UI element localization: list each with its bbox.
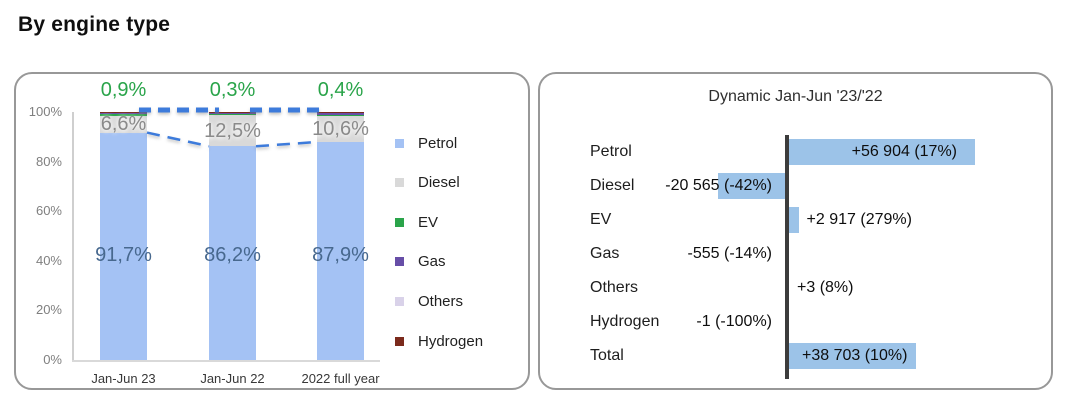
dynamic-row-label: Gas: [590, 245, 620, 262]
y-axis-tick: 80%: [35, 153, 62, 169]
x-axis-label: 2022 full year: [301, 371, 380, 386]
ev-value-label: 0,4%: [317, 79, 364, 101]
dynamic-value-label: -20 565 (-42%): [665, 177, 772, 194]
legend-label: EV: [418, 213, 439, 231]
legend-item: Petrol: [395, 133, 457, 153]
dynamic-row-label: Petrol: [590, 143, 632, 160]
bar-segment-ev: [100, 113, 147, 117]
bar-segment-gas: [100, 112, 147, 114]
legend-label: Petrol: [418, 134, 458, 152]
dynamic-row-label: Total: [590, 347, 624, 364]
legend-item: Hydrogen: [395, 331, 483, 351]
bar-segment-ev: [317, 114, 364, 116]
legend-label: Diesel: [418, 174, 460, 192]
bar-segment-diesel: [317, 115, 364, 142]
ev-value-label: 0,9%: [100, 79, 147, 101]
dynamic-panel: Dynamic Jan-Jun '23/'22 Petrol +56 904 (1…: [538, 72, 1053, 390]
y-axis-tick: 20%: [35, 302, 62, 318]
page-title: By engine type: [18, 13, 171, 36]
trend-dash-lines: [139, 107, 325, 148]
bar-segment-gas: [209, 112, 256, 115]
legend-label: Hydrogen: [418, 332, 484, 350]
dynamic-axis-line: [785, 135, 789, 379]
dynamic-value-label: +38 703 (10%): [802, 347, 908, 364]
ev-value-label: 0,3%: [209, 79, 256, 101]
legend-swatch-hydrogen: [395, 336, 404, 346]
legend-swatch-petrol: [395, 138, 404, 148]
dynamic-bar: [717, 173, 785, 199]
petrol-value-label: 86,2%: [204, 244, 261, 266]
dynamic-value-label: -555 (-14%): [687, 245, 772, 262]
diesel-value-label: 12,5%: [204, 119, 261, 142]
petrol-value-label: 87,9%: [312, 244, 369, 266]
dynamic-row-label: Diesel: [590, 177, 635, 194]
legend-item: Diesel: [395, 173, 460, 193]
legend-item: Gas: [395, 252, 446, 272]
dynamic-title: Dynamic Jan-Jun '23/'22: [708, 88, 883, 105]
y-axis-tick: 100%: [28, 104, 62, 119]
dynamic-row-label: Others: [590, 279, 639, 296]
legend-swatch-ev: [395, 217, 404, 227]
diesel-value-label: 10,6%: [312, 117, 369, 140]
dynamic-value-label: +2 917 (279%): [806, 211, 912, 228]
share-y-axis-line: [72, 112, 74, 360]
engine-share-panel: 100% 80% 60% 40% 20% 0% Jan-Jun 23 91,7% 6,6% 0,9…: [14, 72, 530, 390]
dynamic-bar: [789, 207, 799, 233]
bar-segment-ev: [209, 114, 256, 116]
dynamic-value-label: -1 (-100%): [696, 313, 772, 330]
dynamic-bar: [789, 139, 975, 165]
bar-segment-diesel: [209, 115, 256, 147]
bar-segment-petrol: [100, 132, 147, 360]
dynamic-bar: [789, 343, 916, 369]
dynamic-value-label: +3 (8%): [797, 279, 854, 296]
share-chart-plot: 100% 80% 60% 40% 20% 0% Jan-Jun 23 91,7% 6,6% 0,9…: [16, 74, 528, 388]
legend-label: Others: [418, 292, 464, 310]
legend: Petrol Diesel EV Gas Others Hydrogen: [16, 74, 528, 388]
petrol-value-label: 91,7%: [95, 244, 152, 266]
trend-dash-line: [146, 131, 210, 148]
dynamic-chart: Petrol +56 904 (17%) Diesel -20 565 (-42%) E…: [540, 74, 1051, 388]
y-axis-tick: 40%: [35, 252, 62, 268]
share-baseline: [72, 360, 380, 362]
legend-item: EV: [395, 212, 438, 232]
legend-swatch-diesel: [395, 178, 404, 188]
legend-item: Others: [395, 291, 463, 311]
bar-segment-petrol: [317, 142, 364, 360]
legend-swatch-gas: [395, 257, 404, 267]
dynamic-row-label: Hydrogen: [590, 313, 660, 330]
dynamic-row-label: EV: [590, 211, 612, 228]
bar-segment-petrol: [209, 146, 256, 360]
legend-swatch-others: [395, 296, 404, 306]
y-axis-tick: 0%: [43, 352, 62, 367]
x-axis-label: Jan-Jun 23: [91, 371, 156, 386]
bar-segment-gas: [317, 112, 364, 115]
x-axis-label: Jan-Jun 22: [200, 371, 265, 386]
trend-dash-line: [255, 140, 318, 148]
dynamic-value-label: +56 904 (17%): [851, 143, 957, 160]
legend-label: Gas: [418, 253, 446, 271]
bar-segment-diesel: [100, 116, 147, 133]
diesel-value-label: 6,6%: [100, 113, 147, 136]
y-axis-tick: 60%: [35, 203, 62, 219]
